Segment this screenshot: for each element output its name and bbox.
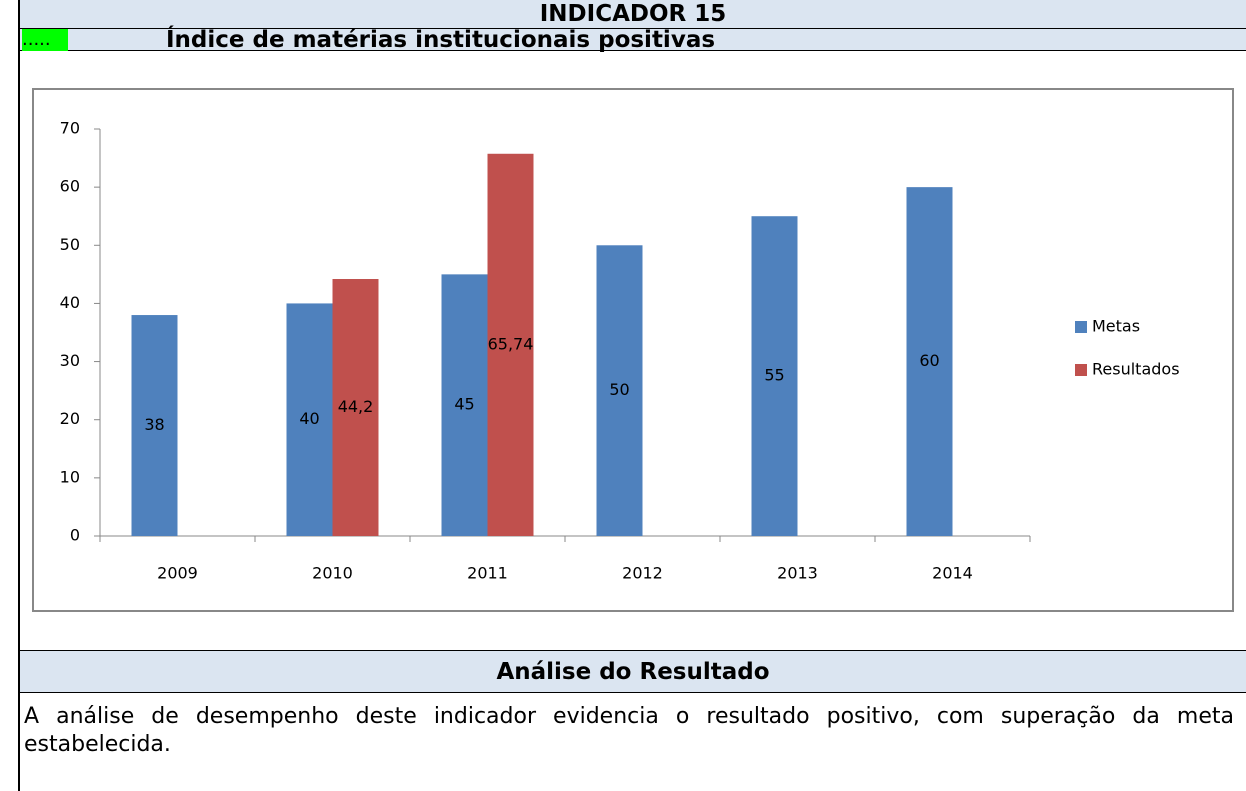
y-tick-label: 20 (60, 409, 80, 428)
chart: 0 10 20 30 40 50 60 70 2009 38 2010 40 44,2 2011 45 65,… (32, 88, 1234, 612)
bar (131, 315, 178, 536)
title-row: INDICADOR 15 (18, 0, 1246, 29)
x-tick-label: 2011 (467, 564, 508, 583)
marker: ..... (22, 29, 68, 51)
bar (441, 274, 488, 536)
x-tick-label: 2012 (622, 564, 663, 583)
data-label: 45 (454, 395, 474, 414)
analysis-text: A análise de desempenho deste indicador … (18, 693, 1246, 791)
bar (596, 245, 643, 537)
x-tick-label: 2009 (157, 564, 198, 583)
bar (487, 153, 534, 536)
data-label: 60 (919, 351, 939, 370)
y-tick-label: 50 (60, 235, 80, 254)
legend-swatch (1075, 364, 1087, 376)
y-tick-label: 70 (60, 119, 80, 138)
legend-label: Resultados (1092, 360, 1180, 379)
data-label: 65,74 (488, 334, 534, 353)
bar (286, 303, 333, 536)
x-tick-label: 2010 (312, 564, 353, 583)
data-label: 55 (764, 366, 784, 385)
y-tick-label: 40 (60, 293, 80, 312)
y-tick-label: 10 (60, 467, 80, 486)
y-tick-label: 60 (60, 177, 80, 196)
legend-swatch (1075, 321, 1087, 333)
y-tick-label: 0 (70, 526, 80, 545)
analysis-row: Análise do Resultado (18, 651, 1246, 693)
subtitle: Índice de matérias institucionais positi… (166, 27, 716, 53)
bar (751, 216, 798, 536)
data-label: 40 (299, 409, 319, 428)
data-label: 50 (609, 380, 629, 399)
bar (906, 187, 953, 536)
legend-label: Metas (1092, 317, 1140, 336)
data-label: 38 (144, 415, 164, 434)
y-tick-label: 30 (60, 351, 80, 370)
bar (332, 279, 379, 536)
analysis-heading: Análise do Resultado (496, 659, 770, 685)
x-tick-label: 2013 (777, 564, 818, 583)
data-label: 44,2 (338, 397, 374, 416)
x-tick-label: 2014 (932, 564, 973, 583)
subtitle-row: ..... Índice de matérias institucionais … (18, 27, 1246, 53)
title: INDICADOR 15 (539, 1, 727, 27)
chart-row: 0 10 20 30 40 50 60 70 2009 38 2010 40 44,2 2011 45 65,… (18, 51, 1246, 651)
